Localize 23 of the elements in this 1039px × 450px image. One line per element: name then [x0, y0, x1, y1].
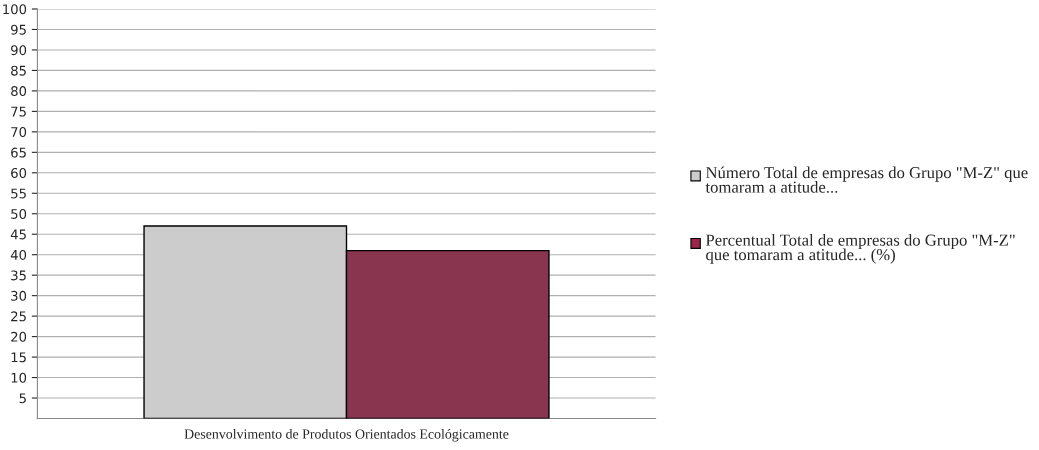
legend-label: Número Total de empresas do Grupo "M-Z" que tomaram a atitude...	[705, 166, 1028, 193]
y-tick-label: 35	[11, 270, 26, 281]
y-tick-label: 10	[11, 372, 27, 383]
y-tick-label: 5	[19, 393, 26, 404]
y-tick-label: 25	[11, 311, 26, 322]
x-axis-title: Desenvolvimento de Produtos Orientados Ecológicamente	[184, 428, 509, 442]
y-tick-label: 15	[11, 352, 26, 363]
y-tick-label: 20	[11, 331, 27, 342]
y-tick-label: 75	[11, 106, 26, 117]
y-tick-label: 30	[11, 290, 27, 301]
y-tick-label: 80	[11, 86, 27, 97]
y-tick-label: 95	[11, 24, 26, 35]
legend-label: Percentual Total de empresas do Grupo "M-Z" que tomaram a atitude... (%)	[705, 234, 1015, 264]
y-tick-label: 50	[11, 208, 27, 219]
y-tick-label: 40	[10, 249, 27, 260]
y-tick-label: 65	[11, 147, 26, 158]
y-tick-label: 85	[11, 65, 26, 76]
y-tick-label: 60	[11, 168, 27, 178]
y-tick-label: 70	[11, 127, 27, 138]
y-tick-label: 45	[10, 229, 26, 240]
y-tick-label: 55	[11, 188, 26, 199]
y-tick-label: 100	[3, 4, 27, 15]
y-tick-label: 90	[11, 45, 27, 56]
